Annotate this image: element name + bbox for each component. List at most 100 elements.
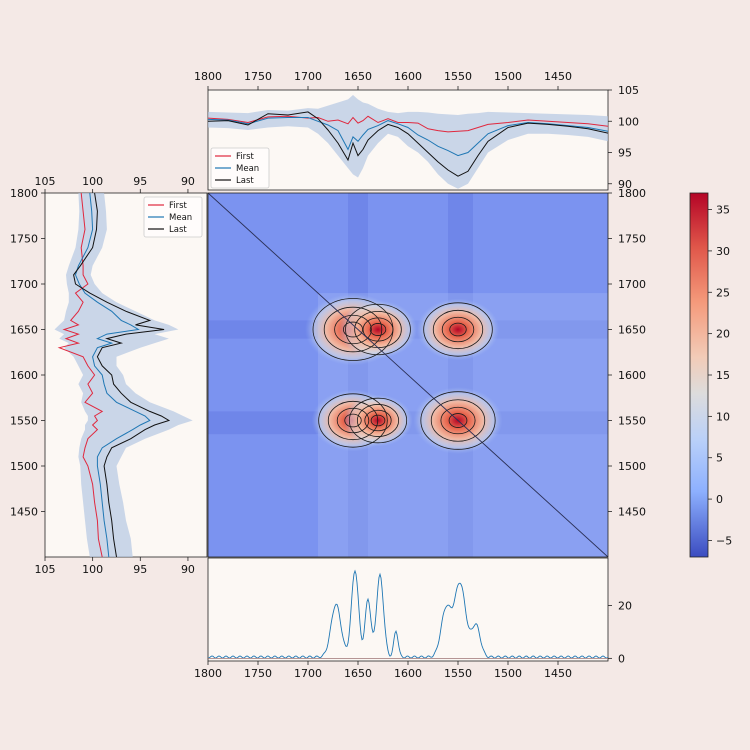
colorbar-ticks: 35 30 25 20 15 10 5 0 −5	[708, 204, 732, 547]
heatmap-contour-2-3	[449, 322, 467, 337]
colorbar-tick-label: 30	[716, 245, 730, 258]
heatmap-peak-1	[338, 300, 418, 359]
left-y-tick-label: 1550	[10, 415, 38, 428]
diagonal-line	[208, 193, 608, 557]
left-y-tick-label: 1800	[10, 187, 38, 200]
heatmap-contour-1-0	[345, 303, 411, 356]
left-series-last	[73, 193, 171, 557]
legend-label-mean: Mean	[236, 164, 259, 174]
bottom-y-tick-label: 0	[618, 652, 625, 665]
map-y-tick-label: 1650	[618, 324, 646, 337]
left-y-tick-label: 1650	[10, 324, 38, 337]
colorbar-tick-label: 0	[716, 493, 723, 506]
heatmap-band-v-0	[348, 193, 368, 557]
map-y-tick-label: 1800	[618, 187, 646, 200]
map-y-tick-label: 1550	[618, 415, 646, 428]
top-x-tick-label: 1650	[344, 70, 372, 83]
map-y-tick-label: 1700	[618, 278, 646, 291]
heatmap-contour-4-0	[420, 391, 496, 450]
heatmap-contour-0-1	[323, 306, 383, 353]
legend-label-last: Last	[169, 225, 187, 235]
left-y-tick-label: 1500	[10, 460, 38, 473]
heatmap-contour-4-3	[448, 413, 468, 428]
heatmap-contour-0-3	[342, 321, 363, 338]
heatmap-contour-5-0	[348, 397, 408, 444]
top-x-tick-label: 1600	[394, 70, 422, 83]
top-x-tick-label: 1450	[544, 70, 572, 83]
colorbar-tick-label: 5	[716, 452, 723, 465]
left-series-mean	[74, 193, 151, 557]
top-x-tick-label: 1700	[294, 70, 322, 83]
left-series-first	[57, 193, 104, 557]
heatmap-contour-0-2	[334, 314, 372, 345]
heatmap-contour-2-0	[423, 302, 493, 357]
top-y-tick-label: 90	[618, 178, 632, 191]
top-series-mean	[208, 117, 608, 157]
heatmap-contour-5-3	[370, 414, 386, 427]
heatmap-contour-3-3	[344, 413, 362, 428]
bottom-x-tick-label: 1650	[344, 667, 372, 680]
left-x-top-tick-label: 105	[35, 175, 56, 188]
heatmap-contour-3-0	[318, 393, 388, 448]
top-y-tick-label: 100	[618, 115, 639, 128]
bottom-x-tick-label: 1600	[394, 667, 422, 680]
top-series-last	[208, 111, 608, 177]
left-y-tick-label: 1450	[10, 506, 38, 519]
left-y-tick-label: 1750	[10, 233, 38, 246]
bottom-x-tick-label: 1700	[294, 667, 322, 680]
heatmap-contour-4-1	[430, 399, 486, 442]
bottom-panel	[207, 557, 609, 662]
heatmap-contour-3-1	[327, 400, 379, 441]
heatmap-peak-2	[416, 298, 500, 361]
heatmap-contour-1-3	[369, 323, 387, 336]
left-x-bottom-tick-label: 105	[35, 563, 56, 576]
bottom-x-tick-label: 1800	[194, 667, 222, 680]
top-x-tick-label: 1750	[244, 70, 272, 83]
heatmap-contour-3-2	[336, 407, 370, 434]
legend-label-first: First	[236, 152, 255, 162]
heatmap-contours	[312, 298, 496, 450]
left-y-tick-label: 1700	[10, 278, 38, 291]
top-x-tick-label: 1800	[194, 70, 222, 83]
top-x-tick-label: 1500	[494, 70, 522, 83]
colorbar-tick-label: −5	[716, 534, 732, 547]
legend-box	[210, 147, 270, 189]
left-y-tick-label: 1600	[10, 369, 38, 382]
legend-label-mean: Mean	[169, 213, 192, 223]
colorbar-tick-label: 35	[716, 204, 730, 217]
heatmap-contour-5-2	[364, 409, 392, 432]
top-y-tick-label: 105	[618, 84, 639, 97]
heatmap-band-v-1	[448, 193, 473, 557]
colorbar-tick-label: 10	[716, 410, 730, 423]
bottom-x-tick-label: 1450	[544, 667, 572, 680]
left-x-bottom-tick-label: 95	[133, 563, 147, 576]
heatmap-contour-5-1	[356, 404, 400, 437]
left-x-top-tick-label: 100	[82, 175, 103, 188]
heatmap-contour-1-2	[362, 317, 394, 342]
heatmap-panel	[208, 193, 608, 557]
left-x-bottom-tick-label: 100	[82, 563, 103, 576]
map-y-tick-label: 1450	[618, 506, 646, 519]
colorbar	[689, 192, 709, 558]
bottom-x-tick-label: 1750	[244, 667, 272, 680]
heatmap-contour-2-2	[441, 316, 475, 343]
map-y-tick-label: 1750	[618, 233, 646, 246]
bottom-trace	[208, 569, 608, 659]
legend-box	[143, 196, 203, 238]
left-x-top-tick-label: 90	[181, 175, 195, 188]
map-y-tick-label: 1600	[618, 369, 646, 382]
left-uncertainty-band	[54, 193, 193, 557]
axis-ticks: 1800 1750 1700 1650 1600 1550 1500 1450 105 100 95…	[10, 70, 646, 680]
bottom-x-tick-label: 1550	[444, 667, 472, 680]
bottom-x-tick-label: 1500	[494, 667, 522, 680]
legend-label-last: Last	[236, 176, 254, 186]
left-legend: First Mean Last	[143, 196, 203, 238]
map-y-tick-label: 1500	[618, 460, 646, 473]
top-legend: First Mean Last	[210, 147, 270, 189]
colorbar-tick-label: 15	[716, 369, 730, 382]
left-panel	[44, 192, 208, 558]
top-x-tick-label: 1550	[444, 70, 472, 83]
colorbar-tick-label: 25	[716, 286, 730, 299]
top-y-tick-label: 95	[618, 147, 632, 160]
